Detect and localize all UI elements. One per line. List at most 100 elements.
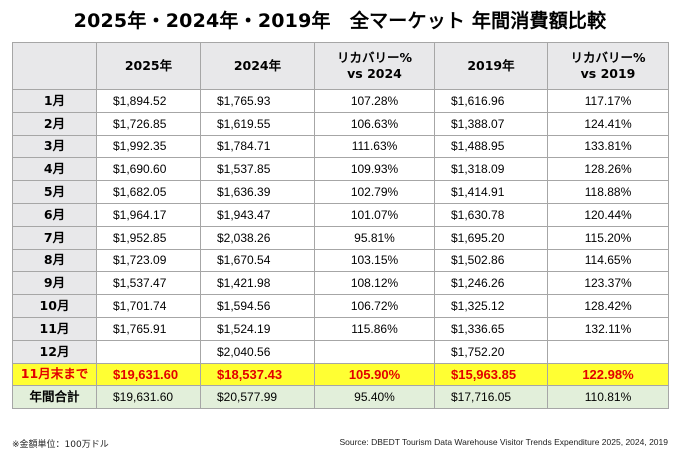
source-note: Source: DBEDT Tourism Data Warehouse Vis… xyxy=(339,437,668,447)
col-header-2025: 2025年 xyxy=(96,42,201,90)
table-row: 12月 $2,040.56 $1,752.20 xyxy=(12,339,669,364)
unit-note: ※金額単位：100万ドル xyxy=(12,440,109,450)
cell-recovery-2019: 120.44% xyxy=(547,202,669,227)
annual-recovery-2024: 95.40% xyxy=(314,385,435,410)
cell-2024: $2,038.26 xyxy=(200,225,315,250)
table-row: 4月 $1,690.60 $1,537.85 109.93% $1,318.09 128.… xyxy=(12,157,669,182)
cell-2019: $1,488.95 xyxy=(434,134,548,159)
annual-recovery-2019: 110.81% xyxy=(547,385,669,410)
cell-2024: $1,784.71 xyxy=(200,134,315,159)
cell-recovery-2024: 109.93% xyxy=(314,157,435,182)
cell-recovery-2024: 106.63% xyxy=(314,111,435,136)
page-title: 2025年・2024年・2019年 全マーケット 年間消費額比較 xyxy=(73,10,607,32)
table-row: 9月 $1,537.47 $1,421.98 108.12% $1,246.26 123.… xyxy=(12,271,669,296)
month-label: 7月 xyxy=(12,225,97,250)
cell-2024: $1,943.47 xyxy=(200,202,315,227)
cell-2024: $2,040.56 xyxy=(200,339,315,364)
cell-2025: $1,723.09 xyxy=(96,248,201,273)
annual-label: 年間合計 xyxy=(12,385,97,410)
ytd-row: 11月末まで $19,631.60 $18,537.43 105.90% $15… xyxy=(12,362,669,387)
corner-cell xyxy=(12,42,97,90)
cell-2025: $1,537.47 xyxy=(96,271,201,296)
table-body: 1月 $1,894.52 $1,765.93 107.28% $1,616.96 117.… xyxy=(12,89,669,364)
table-row: 7月 $1,952.85 $2,038.26 95.81% $1,695.20 115.2… xyxy=(12,225,669,250)
cell-2024: $1,537.85 xyxy=(200,157,315,182)
cell-2024: $1,765.93 xyxy=(200,89,315,113)
col-header-recovery-2024: リカバリー% vs 2024 xyxy=(314,42,435,90)
cell-2025: $1,894.52 xyxy=(96,89,201,113)
cell-recovery-2024: 115.86% xyxy=(314,316,435,341)
table-row: 11月 $1,765.91 $1,524.19 115.86% $1,336.65 132… xyxy=(12,316,669,341)
col-header-2024: 2024年 xyxy=(200,42,315,90)
annual-total-row: 年間合計 $19,631.60 $20,577.99 95.40% $17,71… xyxy=(12,385,669,410)
cell-recovery-2019: 115.20% xyxy=(547,225,669,250)
cell-recovery-2024: 101.07% xyxy=(314,202,435,227)
cell-2019: $1,502.86 xyxy=(434,248,548,273)
cell-2024: $1,670.54 xyxy=(200,248,315,273)
cell-2019: $1,318.09 xyxy=(434,157,548,182)
cell-2019: $1,695.20 xyxy=(434,225,548,250)
ytd-2019: $15,963.85 xyxy=(434,362,548,387)
cell-2024: $1,619.55 xyxy=(200,111,315,136)
month-label: 10月 xyxy=(12,294,97,318)
col-header-2019: 2019年 xyxy=(434,42,548,90)
cell-recovery-2019: 128.42% xyxy=(547,294,669,318)
cell-2019: $1,388.07 xyxy=(434,111,548,136)
cell-2019: $1,325.12 xyxy=(434,294,548,318)
expenditure-table: 2025年 2024年 リカバリー% vs 2024 2019年 リカバリー% … xyxy=(12,42,669,410)
recovery-2024-line1: リカバリー% xyxy=(336,50,413,65)
cell-2025: $1,701.74 xyxy=(96,294,201,318)
table-row: 2月 $1,726.85 $1,619.55 106.63% $1,388.07 124.… xyxy=(12,111,669,136)
month-label: 6月 xyxy=(12,202,97,227)
cell-recovery-2019: 118.88% xyxy=(547,180,669,204)
table-row: 10月 $1,701.74 $1,594.56 106.72% $1,325.12 128… xyxy=(12,294,669,318)
month-label: 9月 xyxy=(12,271,97,296)
cell-2019: $1,246.26 xyxy=(434,271,548,296)
month-label: 12月 xyxy=(12,339,97,364)
table-row: 8月 $1,723.09 $1,670.54 103.15% $1,502.86 114.… xyxy=(12,248,669,273)
month-label: 1月 xyxy=(12,89,97,113)
cell-recovery-2024: 103.15% xyxy=(314,248,435,273)
recovery-2019-line2: vs 2019 xyxy=(580,66,636,81)
cell-recovery-2024: 95.81% xyxy=(314,225,435,250)
cell-recovery-2019: 124.41% xyxy=(547,111,669,136)
month-label: 2月 xyxy=(12,111,97,136)
cell-2025: $1,765.91 xyxy=(96,316,201,341)
month-label: 8月 xyxy=(12,248,97,273)
annual-2024: $20,577.99 xyxy=(200,385,315,410)
cell-recovery-2019 xyxy=(547,339,669,364)
cell-2019: $1,616.96 xyxy=(434,89,548,113)
annual-2025: $19,631.60 xyxy=(96,385,201,410)
table-row: 5月 $1,682.05 $1,636.39 102.79% $1,414.91 118.… xyxy=(12,180,669,204)
cell-recovery-2019: 117.17% xyxy=(547,89,669,113)
cell-2024: $1,636.39 xyxy=(200,180,315,204)
cell-2019: $1,414.91 xyxy=(434,180,548,204)
cell-2025: $1,690.60 xyxy=(96,157,201,182)
ytd-2025: $19,631.60 xyxy=(96,362,201,387)
cell-2019: $1,752.20 xyxy=(434,339,548,364)
cell-2025: $1,992.35 xyxy=(96,134,201,159)
cell-recovery-2019: 114.65% xyxy=(547,248,669,273)
cell-2024: $1,594.56 xyxy=(200,294,315,318)
table-row: 6月 $1,964.17 $1,943.47 101.07% $1,630.78 120.… xyxy=(12,202,669,227)
cell-2019: $1,630.78 xyxy=(434,202,548,227)
cell-recovery-2024: 102.79% xyxy=(314,180,435,204)
month-label: 4月 xyxy=(12,157,97,182)
cell-recovery-2024: 108.12% xyxy=(314,271,435,296)
col-header-recovery-2019: リカバリー% vs 2019 xyxy=(547,42,669,90)
cell-2025: $1,964.17 xyxy=(96,202,201,227)
month-label: 3月 xyxy=(12,134,97,159)
cell-recovery-2024: 107.28% xyxy=(314,89,435,113)
ytd-recovery-2019: 122.98% xyxy=(547,362,669,387)
cell-2025: $1,952.85 xyxy=(96,225,201,250)
ytd-2024: $18,537.43 xyxy=(200,362,315,387)
cell-2025 xyxy=(96,339,201,364)
table-row: 1月 $1,894.52 $1,765.93 107.28% $1,616.96 117.… xyxy=(12,89,669,113)
month-label: 5月 xyxy=(12,180,97,204)
cell-2024: $1,421.98 xyxy=(200,271,315,296)
cell-2025: $1,726.85 xyxy=(96,111,201,136)
cell-recovery-2019: 123.37% xyxy=(547,271,669,296)
recovery-2024-line2: vs 2024 xyxy=(347,66,402,81)
cell-recovery-2024 xyxy=(314,339,435,364)
cell-recovery-2024: 106.72% xyxy=(314,294,435,318)
